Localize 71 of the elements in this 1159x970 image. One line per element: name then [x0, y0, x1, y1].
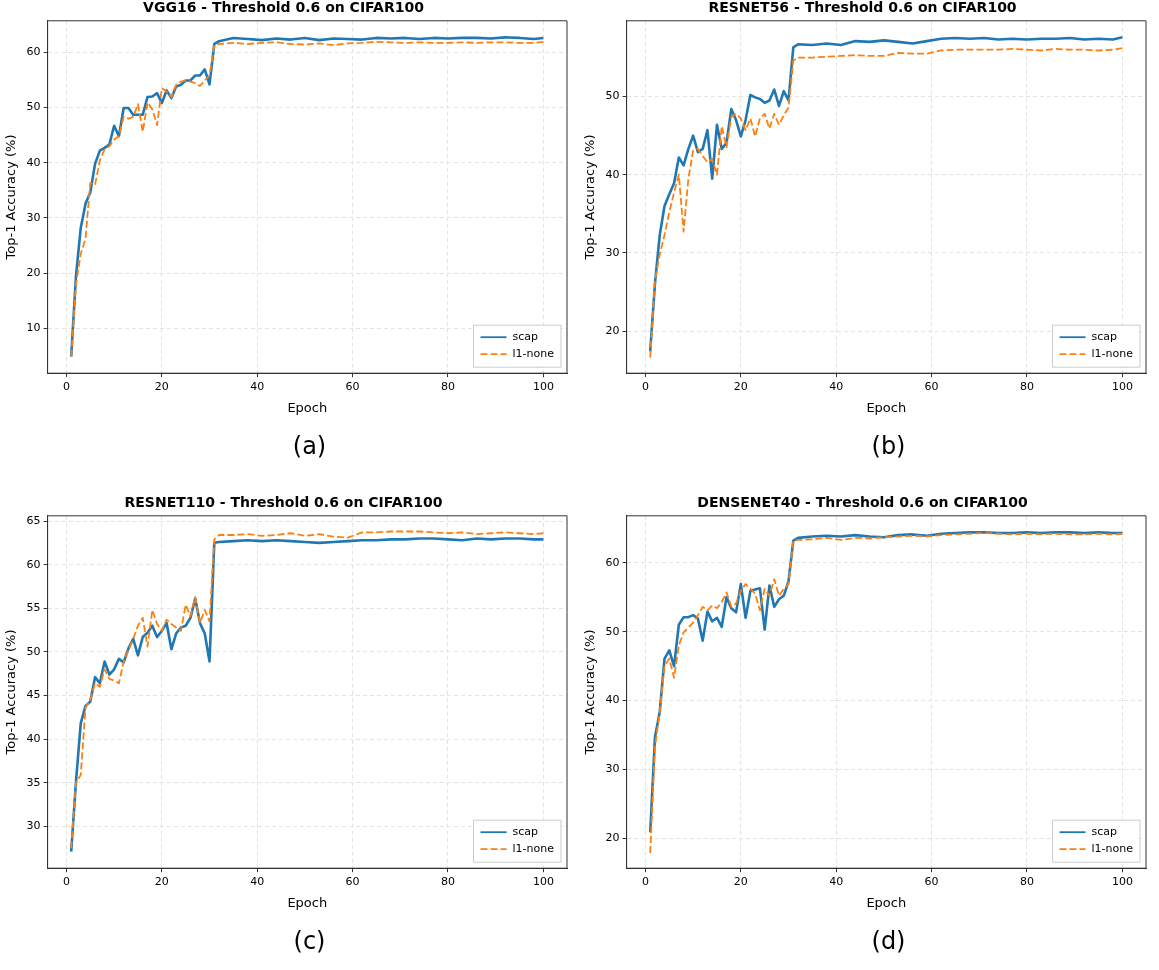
- x-tick-label: 60: [924, 874, 939, 888]
- text: (c): [292, 927, 327, 955]
- x-tick-label: 40: [829, 379, 844, 393]
- legend-label: l1-none: [512, 842, 555, 856]
- y-tick-label: 60: [605, 555, 620, 569]
- y-tick-label: 50: [26, 100, 41, 114]
- legend-label: l1-none: [512, 347, 555, 361]
- y-tick-label: 50: [26, 644, 41, 658]
- text: (a): [291, 432, 328, 460]
- x-tick-label: 40: [829, 874, 844, 888]
- chart-title: VGG16 - Threshold 0.6 on CIFAR100: [143, 0, 425, 16]
- x-tick-label: 40: [250, 379, 265, 393]
- chart-title: RESNET56 - Threshold 0.6 on CIFAR100: [708, 0, 1017, 16]
- x-tick-label: 100: [532, 874, 554, 888]
- x-tick-label: 0: [62, 379, 70, 393]
- x-tick-label: 100: [532, 379, 554, 393]
- y-tick-label: 40: [26, 155, 41, 169]
- x-axis-title: Epoch: [866, 399, 907, 415]
- y-tick-label: 50: [605, 624, 620, 638]
- y-tick-label: 40: [605, 693, 620, 707]
- x-tick-label: 0: [62, 874, 70, 888]
- y-tick-label: 30: [26, 210, 41, 224]
- x-tick-label: 20: [733, 874, 748, 888]
- x-axis-title: Epoch: [866, 894, 907, 910]
- x-axis-title: Epoch: [287, 894, 328, 910]
- y-tick-label: 30: [605, 245, 620, 259]
- x-tick-label: 20: [733, 379, 748, 393]
- x-axis-title: Epoch: [287, 399, 328, 415]
- y-tick-label: 30: [26, 819, 41, 833]
- x-tick-label: 80: [1020, 874, 1034, 888]
- legend-label: scap: [512, 330, 539, 344]
- x-tick-label: 60: [345, 379, 360, 393]
- chart-title: RESNET110 - Threshold 0.6 on CIFAR100: [124, 494, 443, 511]
- x-tick-label: 40: [250, 874, 265, 888]
- legend-label: scap: [512, 825, 539, 839]
- x-tick-label: 80: [441, 874, 455, 888]
- y-tick-label: 30: [605, 762, 620, 776]
- y-tick-label: 40: [605, 167, 620, 181]
- x-tick-label: 60: [924, 379, 939, 393]
- x-tick-label: 80: [441, 379, 455, 393]
- y-axis-title: Top-1 Accuracy (%): [3, 134, 19, 261]
- y-tick-label: 10: [26, 321, 41, 335]
- x-tick-label: 60: [345, 874, 360, 888]
- y-tick-label: 65: [26, 513, 41, 527]
- y-tick-label: 55: [26, 601, 41, 615]
- text: (d): [870, 927, 907, 955]
- legend-label: scap: [1091, 330, 1118, 344]
- x-tick-label: 100: [1111, 874, 1133, 888]
- x-tick-label: 0: [641, 379, 649, 393]
- chart-title: DENSENET40 - Threshold 0.6 on CIFAR100: [697, 494, 1028, 511]
- y-axis-title: Top-1 Accuracy (%): [582, 629, 598, 756]
- x-tick-label: 20: [154, 874, 169, 888]
- x-tick-label: 80: [1020, 379, 1034, 393]
- x-tick-label: 0: [641, 874, 649, 888]
- text: (b): [870, 432, 907, 460]
- legend-label: l1-none: [1091, 347, 1134, 361]
- y-axis-title: Top-1 Accuracy (%): [3, 629, 19, 756]
- x-tick-label: 100: [1111, 379, 1133, 393]
- y-tick-label: 35: [26, 775, 41, 789]
- y-tick-label: 60: [26, 45, 41, 59]
- y-tick-label: 50: [605, 89, 620, 103]
- legend-label: l1-none: [1091, 842, 1134, 856]
- y-tick-label: 20: [605, 323, 620, 337]
- legend-label: scap: [1091, 825, 1118, 839]
- x-tick-label: 20: [154, 379, 169, 393]
- y-tick-label: 60: [26, 557, 41, 571]
- y-axis-title: Top-1 Accuracy (%): [582, 134, 598, 261]
- y-tick-label: 45: [26, 688, 41, 702]
- y-tick-label: 20: [26, 266, 41, 280]
- y-tick-label: 20: [605, 831, 620, 845]
- y-tick-label: 40: [26, 731, 41, 745]
